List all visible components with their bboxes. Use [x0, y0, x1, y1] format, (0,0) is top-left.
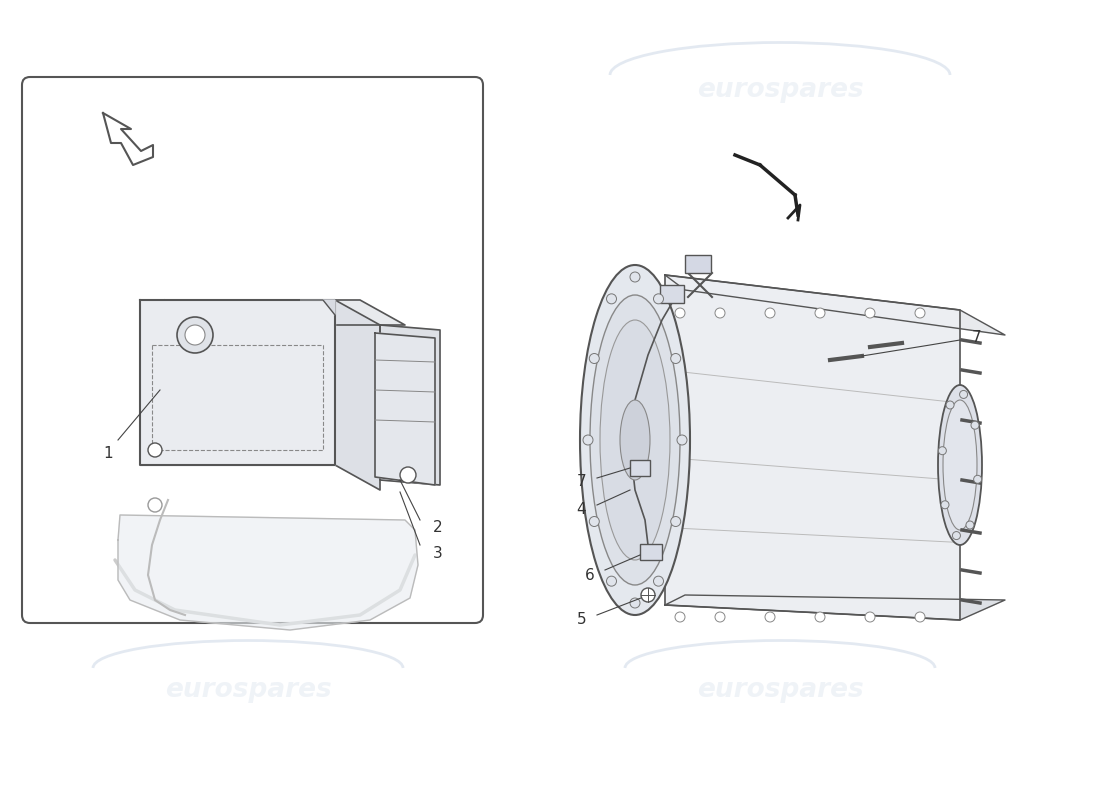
- Circle shape: [940, 501, 949, 509]
- Circle shape: [583, 435, 593, 445]
- Polygon shape: [379, 325, 440, 485]
- Ellipse shape: [943, 400, 977, 530]
- Circle shape: [641, 588, 654, 602]
- Polygon shape: [140, 300, 336, 465]
- Text: 2: 2: [433, 521, 442, 535]
- Circle shape: [953, 531, 960, 539]
- Circle shape: [938, 446, 946, 454]
- Text: 5: 5: [576, 613, 586, 627]
- Polygon shape: [666, 275, 960, 620]
- Circle shape: [764, 308, 776, 318]
- Circle shape: [606, 294, 616, 304]
- Circle shape: [675, 308, 685, 318]
- Bar: [660, 285, 684, 303]
- Circle shape: [671, 354, 681, 363]
- Ellipse shape: [590, 295, 680, 585]
- Circle shape: [148, 498, 162, 512]
- Text: 7: 7: [576, 474, 586, 490]
- Circle shape: [764, 612, 776, 622]
- Ellipse shape: [938, 385, 982, 545]
- Circle shape: [915, 308, 925, 318]
- Bar: [685, 255, 711, 273]
- Polygon shape: [103, 113, 153, 165]
- Bar: [630, 460, 650, 476]
- Circle shape: [590, 517, 600, 526]
- Ellipse shape: [620, 400, 650, 480]
- Circle shape: [630, 272, 640, 282]
- Circle shape: [865, 308, 874, 318]
- Text: 7: 7: [972, 330, 981, 346]
- Circle shape: [715, 612, 725, 622]
- Text: eurospares: eurospares: [165, 677, 331, 703]
- Circle shape: [865, 612, 874, 622]
- Polygon shape: [666, 595, 1005, 620]
- Polygon shape: [300, 300, 336, 315]
- Circle shape: [590, 354, 600, 363]
- Circle shape: [675, 612, 685, 622]
- Ellipse shape: [600, 320, 670, 560]
- Circle shape: [177, 317, 213, 353]
- Polygon shape: [375, 333, 434, 485]
- Circle shape: [946, 401, 954, 409]
- Circle shape: [148, 443, 162, 457]
- FancyBboxPatch shape: [22, 77, 483, 623]
- Circle shape: [974, 475, 981, 483]
- Text: eurospares: eurospares: [166, 242, 333, 268]
- Polygon shape: [118, 515, 418, 630]
- Text: 1: 1: [103, 446, 113, 461]
- Circle shape: [653, 294, 663, 304]
- Text: 4: 4: [576, 502, 586, 518]
- Bar: [640, 544, 662, 560]
- Circle shape: [715, 308, 725, 318]
- Circle shape: [400, 467, 416, 483]
- Bar: [152, 345, 323, 450]
- Text: eurospares: eurospares: [696, 77, 864, 103]
- Circle shape: [630, 598, 640, 608]
- Ellipse shape: [580, 265, 690, 615]
- Polygon shape: [165, 300, 405, 325]
- Text: 6: 6: [585, 569, 595, 583]
- Circle shape: [966, 521, 974, 529]
- Text: 3: 3: [433, 546, 442, 561]
- Circle shape: [671, 517, 681, 526]
- Circle shape: [959, 390, 968, 398]
- Circle shape: [653, 576, 663, 586]
- Polygon shape: [336, 300, 380, 490]
- Polygon shape: [666, 275, 1005, 335]
- Circle shape: [971, 422, 979, 430]
- Circle shape: [815, 308, 825, 318]
- Circle shape: [676, 435, 688, 445]
- Circle shape: [185, 325, 205, 345]
- Circle shape: [915, 612, 925, 622]
- Text: eurospares: eurospares: [696, 677, 864, 703]
- Circle shape: [606, 576, 616, 586]
- Circle shape: [815, 612, 825, 622]
